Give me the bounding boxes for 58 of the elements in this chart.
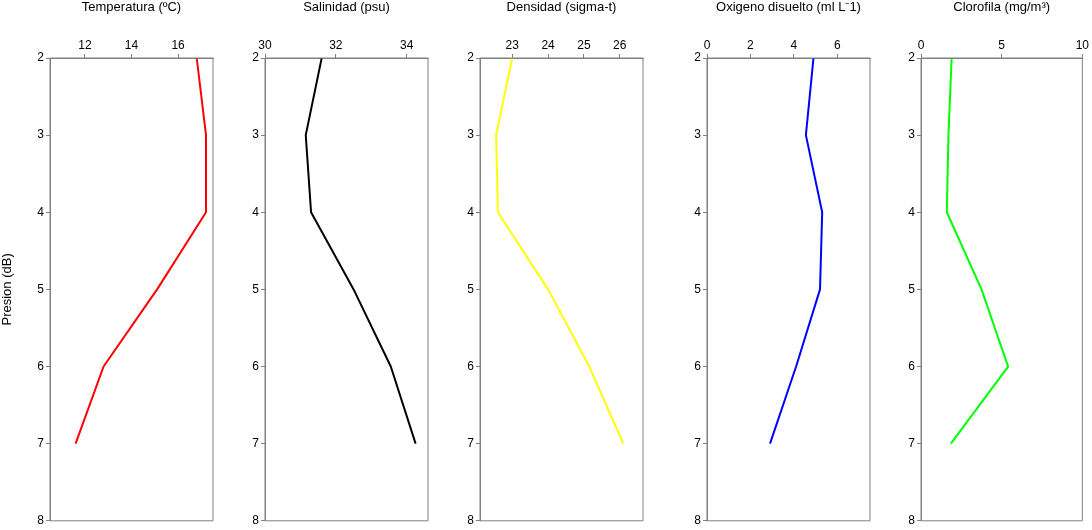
y-tick-label: 4 bbox=[252, 204, 260, 219]
y-tick-label: 8 bbox=[467, 513, 475, 528]
y-tick-label: 6 bbox=[37, 358, 45, 373]
y-tick-label: 3 bbox=[694, 127, 702, 142]
y-tick-label: 4 bbox=[694, 204, 702, 219]
y-tick-label: 2 bbox=[37, 50, 45, 65]
y-tick-label: 4 bbox=[908, 204, 916, 219]
y-tick-label: 7 bbox=[252, 435, 260, 450]
x-tick-label: 4 bbox=[790, 38, 798, 53]
x-axis-title: Oxigeno disuelto (ml L⁻1) bbox=[716, 0, 861, 15]
y-tick-label: 3 bbox=[908, 127, 916, 142]
x-tick-label: 24 bbox=[541, 38, 556, 53]
y-tick-label: 5 bbox=[908, 281, 916, 296]
y-tick-label: 8 bbox=[252, 513, 260, 528]
x-axis-title: Densidad (sigma-t) bbox=[506, 0, 617, 15]
x-tick-label: 10 bbox=[1075, 38, 1090, 53]
y-tick-label: 4 bbox=[37, 204, 45, 219]
y-tick-label: 7 bbox=[908, 435, 916, 450]
x-tick-label: 12 bbox=[78, 38, 92, 53]
y-tick-label: 6 bbox=[467, 358, 475, 373]
y-tick-label: 2 bbox=[252, 50, 260, 65]
y-tick-label: 2 bbox=[694, 50, 702, 65]
y-tick-label: 8 bbox=[908, 513, 916, 528]
x-tick-label: 6 bbox=[834, 38, 842, 53]
y-tick-label: 5 bbox=[467, 281, 475, 296]
x-tick-label: 26 bbox=[613, 38, 627, 53]
y-tick-label: 4 bbox=[467, 204, 475, 219]
x-axis-title: Clorofila (mg/m³) bbox=[953, 0, 1051, 15]
y-tick-label: 5 bbox=[694, 281, 702, 296]
y-tick-label: 3 bbox=[467, 127, 475, 142]
y-tick-label: 6 bbox=[694, 358, 702, 373]
x-tick-label: 32 bbox=[329, 38, 343, 53]
y-tick-label: 2 bbox=[467, 50, 475, 65]
y-axis-title: Presion (dB) bbox=[0, 253, 15, 326]
x-axis-title: Salinidad (psu) bbox=[303, 0, 390, 15]
x-axis-title: Temperatura (ºC) bbox=[81, 0, 182, 15]
y-tick-label: 3 bbox=[252, 127, 260, 142]
y-tick-label: 6 bbox=[908, 358, 916, 373]
x-tick-label: 5 bbox=[998, 38, 1006, 53]
x-tick-label: 0 bbox=[917, 38, 925, 53]
y-tick-label: 7 bbox=[37, 435, 45, 450]
y-tick-label: 5 bbox=[252, 281, 260, 296]
x-tick-label: 16 bbox=[171, 38, 186, 53]
x-tick-label: 34 bbox=[400, 38, 414, 53]
x-tick-label: 2 bbox=[747, 38, 755, 53]
y-tick-label: 3 bbox=[37, 127, 45, 142]
y-tick-label: 7 bbox=[694, 435, 702, 450]
y-tick-label: 8 bbox=[37, 513, 45, 528]
y-tick-label: 7 bbox=[467, 435, 475, 450]
y-tick-label: 6 bbox=[252, 358, 260, 373]
x-tick-label: 30 bbox=[258, 38, 272, 53]
y-tick-label: 2 bbox=[908, 50, 916, 65]
y-tick-label: 8 bbox=[694, 513, 702, 528]
x-tick-label: 25 bbox=[577, 38, 591, 53]
x-tick-label: 23 bbox=[505, 38, 520, 53]
x-tick-label: 0 bbox=[703, 38, 711, 53]
y-tick-label: 5 bbox=[37, 281, 45, 296]
x-tick-label: 14 bbox=[124, 38, 139, 53]
